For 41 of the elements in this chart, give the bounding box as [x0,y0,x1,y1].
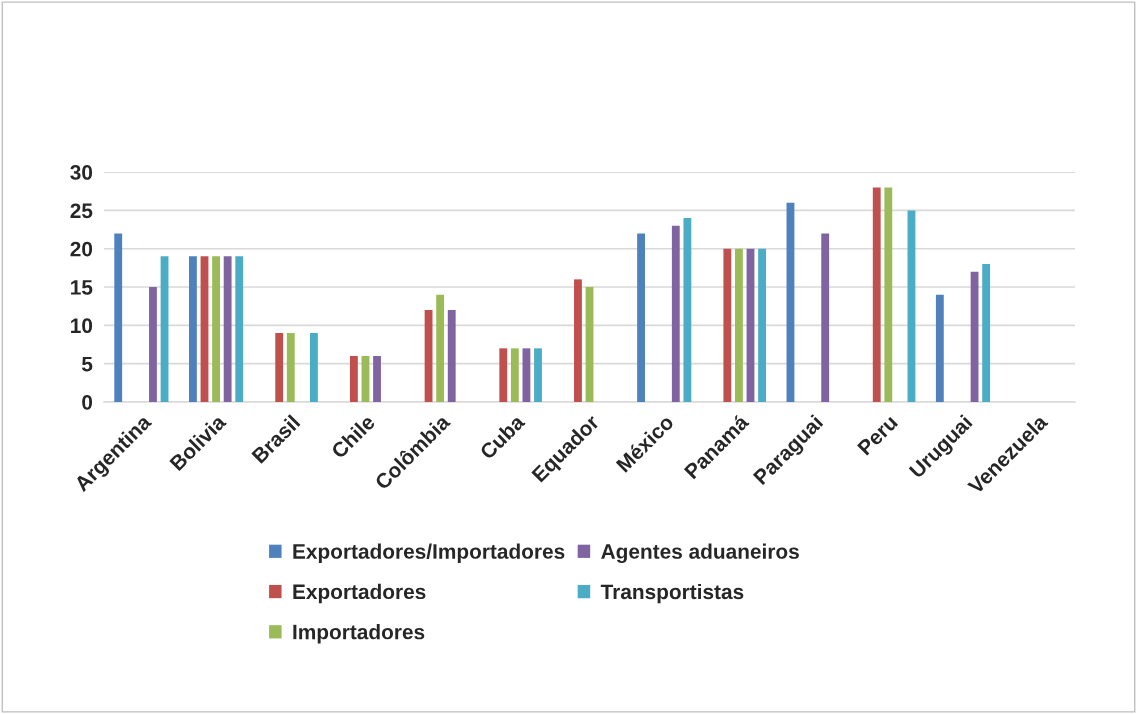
bar [447,310,456,402]
bar [872,187,881,402]
legend-label: Exportadores/Importadores [293,543,565,563]
y-tick-label: 5 [81,356,93,372]
y-tick-label: 20 [70,241,93,257]
bar [436,294,445,402]
bar [671,225,680,402]
legend-label: Exportadores [293,583,426,604]
bar [223,256,232,402]
bar [735,248,743,402]
legend-label: Transportistas [600,583,744,604]
bar [499,348,508,402]
legend-label: Agentes aduaneiros [601,543,799,564]
bar [637,233,645,402]
bar [286,333,295,402]
bar [310,333,318,402]
bar [574,279,582,402]
bar [510,348,519,402]
y-tick-label: 15 [71,280,93,295]
bar [982,264,991,402]
bar [534,348,542,402]
bar [723,248,732,402]
bar [522,348,531,402]
bar [758,248,766,402]
bar [212,256,220,402]
bar [114,233,123,402]
bar [821,233,830,402]
y-tick-label: 0 [82,394,93,410]
y-tick-label: 10 [71,318,93,334]
bar [935,294,944,402]
bar [683,218,692,402]
legend-label: Importadores [293,624,425,644]
bar [349,356,358,402]
bar [235,256,244,402]
bar [189,256,197,402]
bar [149,287,157,402]
bar [373,356,381,402]
bar [884,187,893,402]
bar [275,333,284,402]
y-tick-label: 30 [70,165,93,180]
y-tick-label: 25 [70,203,93,219]
